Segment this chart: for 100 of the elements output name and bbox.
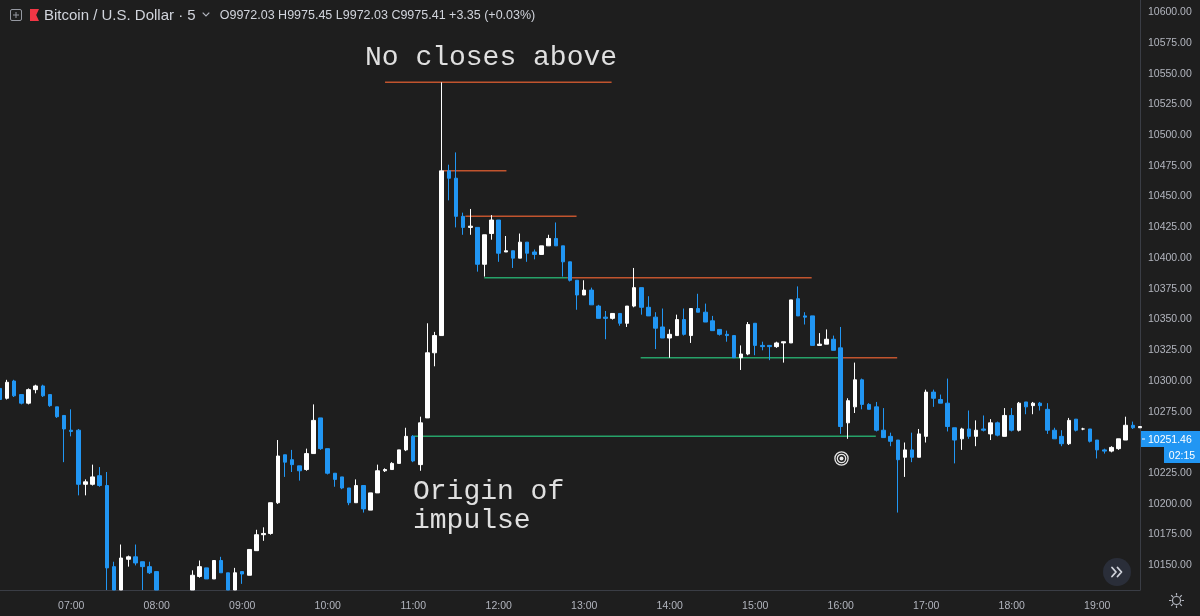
candlestick — [1017, 401, 1021, 432]
candlestick — [931, 389, 936, 408]
y-tick-label: 10600.00 — [1148, 5, 1192, 18]
candlestick — [952, 427, 957, 464]
x-tick-label: 08:00 — [143, 598, 171, 611]
candlestick — [589, 287, 594, 306]
x-tick-label: 07:00 — [58, 598, 85, 611]
candlestick — [682, 308, 686, 337]
candlestick — [432, 331, 437, 367]
candlestick — [226, 572, 230, 591]
candlestick — [945, 378, 950, 432]
y-tick-label: 10325.00 — [1148, 343, 1192, 356]
text: O9972.03 H9975.45 L9972.03 C9975.41 +3.35 (+0.03%) — [219, 7, 536, 22]
candlestick — [696, 293, 700, 313]
candlestick — [1131, 421, 1135, 430]
candlestick — [112, 561, 116, 591]
candlestick — [368, 492, 373, 511]
x-tick-label: 15:00 — [742, 598, 769, 611]
candlestick — [732, 335, 736, 359]
candlestick — [482, 234, 487, 278]
y-tick-label: 10500.00 — [1148, 127, 1192, 140]
candlestick — [1009, 407, 1014, 432]
x-tick-label: 14:00 — [656, 598, 684, 611]
candlestick — [610, 312, 615, 321]
candlestick — [881, 407, 886, 439]
candlestick — [454, 151, 458, 228]
candlestick — [1002, 407, 1007, 437]
candlestick — [967, 410, 971, 440]
candlestick — [910, 432, 914, 463]
candlestick — [639, 287, 644, 316]
candlestick — [810, 315, 815, 346]
y-tick-label: 10225.00 — [1148, 466, 1192, 478]
candlestick — [439, 81, 444, 337]
y-tick-label: 10350.00 — [1148, 312, 1192, 325]
candlestick — [383, 467, 387, 473]
candlestick — [468, 208, 473, 236]
candlestick — [12, 379, 16, 398]
candlestick — [546, 234, 551, 247]
candlestick — [781, 341, 786, 364]
candlestick — [418, 416, 423, 472]
candlestick — [760, 341, 765, 351]
candlestick — [347, 487, 351, 506]
candlestick — [646, 295, 651, 317]
candlestick — [105, 471, 109, 591]
text: 02:15 — [1168, 449, 1196, 461]
candlestick — [5, 379, 9, 400]
candlestick — [554, 221, 558, 247]
candlestick — [1067, 417, 1071, 446]
candlestick — [874, 401, 879, 432]
candlestick — [532, 249, 537, 260]
y-tick-label: 10475.00 — [1148, 158, 1192, 171]
candlestick — [318, 417, 323, 451]
text: 10251.46 — [1148, 433, 1192, 445]
candlestick — [746, 321, 750, 356]
candlestick — [411, 434, 415, 463]
candlestick — [19, 394, 24, 405]
candlestick — [283, 454, 287, 478]
candlestick — [361, 485, 366, 514]
candlestick — [846, 397, 850, 440]
candlestick — [1123, 416, 1128, 441]
y-tick-label: 10450.00 — [1148, 189, 1192, 202]
x-tick-label: 18:00 — [998, 598, 1026, 611]
x-tick-label: 16:00 — [827, 598, 855, 611]
candlestick — [789, 299, 793, 344]
candlestick — [667, 328, 672, 359]
candlestick — [496, 219, 501, 263]
y-tick-label: 10175.00 — [1148, 527, 1192, 540]
candlestick — [90, 464, 95, 487]
candlestick — [981, 414, 986, 432]
candlestick — [504, 235, 508, 253]
y-tick-label: 10375.00 — [1148, 281, 1192, 294]
candlestick — [817, 332, 822, 346]
candlestick — [725, 330, 729, 343]
candlestick — [83, 478, 88, 496]
candlestick — [838, 326, 843, 435]
candlestick — [539, 245, 544, 255]
candlestick — [803, 311, 807, 325]
candlestick — [974, 419, 978, 447]
candlestick — [390, 461, 394, 471]
candlestick — [618, 312, 622, 327]
candlestick — [247, 548, 252, 576]
candlestick — [233, 567, 237, 591]
candlestick — [525, 241, 529, 263]
candlestick — [1109, 445, 1114, 453]
candlestick — [774, 341, 779, 349]
candlestick — [938, 394, 943, 404]
candlestick — [261, 526, 266, 542]
candlestick — [147, 561, 152, 575]
candlestick — [133, 544, 138, 566]
candlestick — [1102, 448, 1107, 455]
candlestick — [753, 322, 757, 356]
candlestick — [55, 406, 59, 419]
candlestick — [675, 314, 679, 337]
candlestick — [1116, 438, 1121, 451]
annotation: No closes above — [365, 41, 618, 73]
candlestick — [1024, 401, 1028, 415]
candlestick — [297, 465, 302, 482]
candlestick — [154, 571, 159, 591]
candlestick — [924, 389, 928, 443]
candlestick — [561, 245, 565, 278]
